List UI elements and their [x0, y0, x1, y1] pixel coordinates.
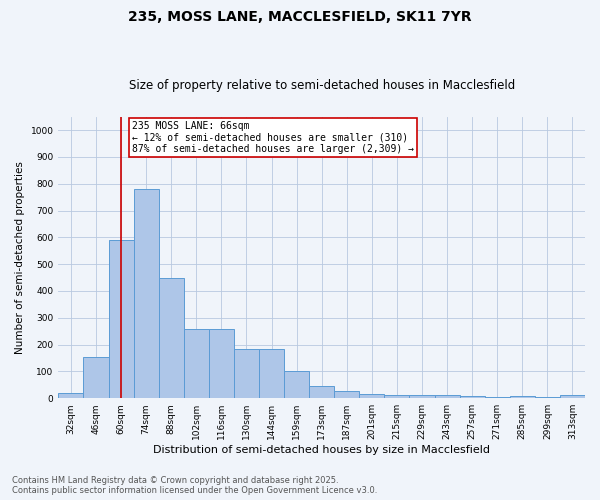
Bar: [385, 395, 409, 398]
Text: 235, MOSS LANE, MACCLESFIELD, SK11 7YR: 235, MOSS LANE, MACCLESFIELD, SK11 7YR: [128, 10, 472, 24]
X-axis label: Distribution of semi-detached houses by size in Macclesfield: Distribution of semi-detached houses by …: [153, 445, 490, 455]
Bar: [284, 372, 309, 398]
Bar: [209, 328, 234, 398]
Bar: [58, 393, 83, 398]
Bar: [159, 278, 184, 398]
Bar: [334, 390, 359, 398]
Bar: [234, 348, 259, 398]
Bar: [409, 395, 434, 398]
Bar: [535, 397, 560, 398]
Bar: [109, 240, 134, 398]
Text: Contains HM Land Registry data © Crown copyright and database right 2025.
Contai: Contains HM Land Registry data © Crown c…: [12, 476, 377, 495]
Bar: [510, 396, 535, 398]
Y-axis label: Number of semi-detached properties: Number of semi-detached properties: [15, 161, 25, 354]
Bar: [359, 394, 385, 398]
Title: Size of property relative to semi-detached houses in Macclesfield: Size of property relative to semi-detach…: [128, 79, 515, 92]
Bar: [134, 189, 159, 398]
Text: 235 MOSS LANE: 66sqm
← 12% of semi-detached houses are smaller (310)
87% of semi: 235 MOSS LANE: 66sqm ← 12% of semi-detac…: [132, 121, 414, 154]
Bar: [485, 397, 510, 398]
Bar: [259, 348, 284, 398]
Bar: [83, 356, 109, 398]
Bar: [434, 395, 460, 398]
Bar: [309, 386, 334, 398]
Bar: [560, 395, 585, 398]
Bar: [184, 328, 209, 398]
Bar: [460, 396, 485, 398]
